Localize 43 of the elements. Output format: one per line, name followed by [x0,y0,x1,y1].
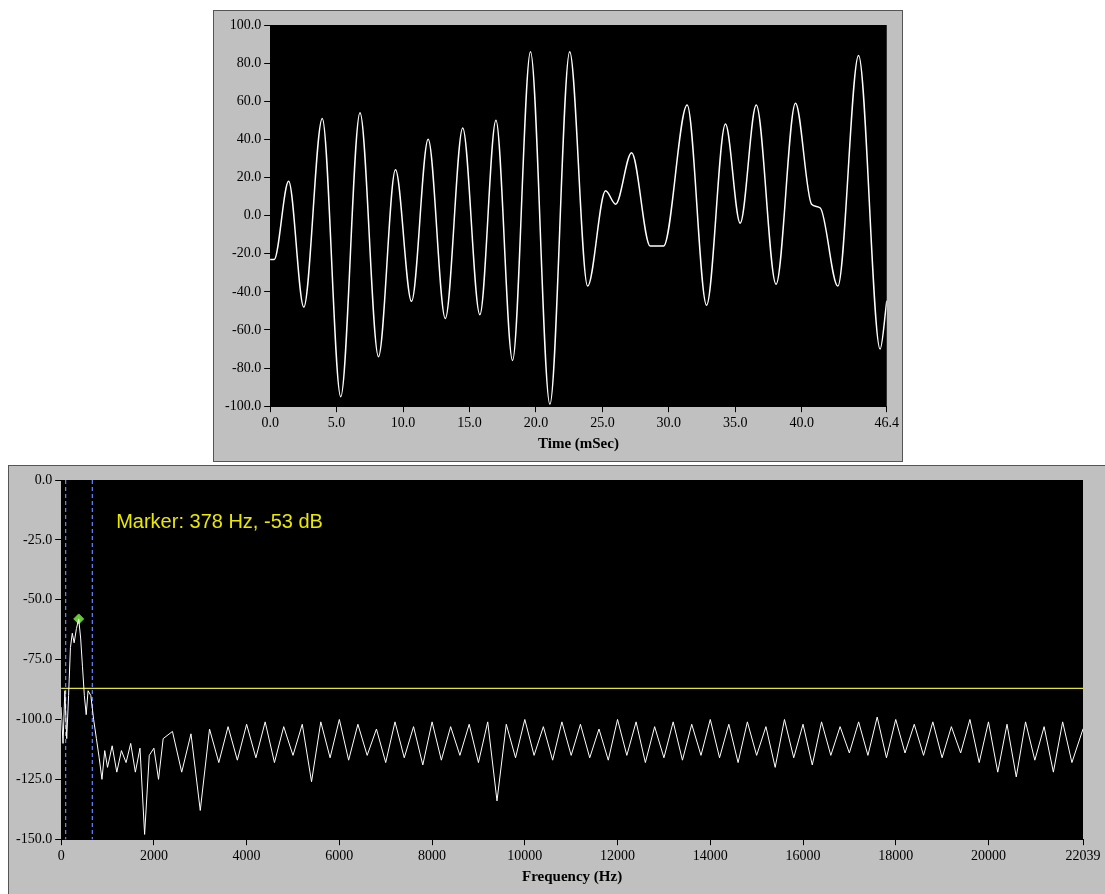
y-tick-label: -40.0 [231,283,262,299]
x-tick-label: 16000 [785,848,821,864]
x-tick-label: 0 [57,848,65,864]
y-tick-label: -25.0 [22,531,53,547]
x-tick-label: 30.0 [656,415,682,431]
x-tick-label: 14000 [692,848,728,864]
x-tick-label: 10000 [507,848,543,864]
x-axis-title: Frequency (Hz) [522,867,623,885]
x-tick-label: 4000 [232,848,261,864]
x-axis-title: Time (mSec) [537,434,619,452]
y-tick-label: 0.0 [243,207,262,223]
x-tick-label: 10.0 [390,415,416,431]
y-tick-label: 60.0 [236,92,262,108]
y-tick-label: -20.0 [231,245,262,261]
x-tick-label: 18000 [878,848,914,864]
x-tick-label: 35.0 [723,415,748,431]
y-tick-label: -50.0 [22,591,53,607]
x-tick-label: 15.0 [457,415,482,431]
y-tick-label: -75.0 [22,651,53,667]
x-tick-label: 8000 [418,848,447,864]
y-tick-label: -100.0 [15,711,53,727]
x-tick-label: 6000 [325,848,354,864]
x-tick-label: 40.0 [789,415,814,431]
x-tick-label: 12000 [600,848,636,864]
x-tick-label: 22039 [1065,848,1101,864]
y-tick-label: 20.0 [236,169,262,185]
y-tick-label: -80.0 [231,359,262,375]
y-tick-label: 100.0 [229,16,262,32]
y-tick-label: -125.0 [15,771,53,787]
x-tick-label: 5.0 [327,415,346,431]
x-tick-label: 20.0 [523,415,549,431]
y-tick-label: 40.0 [236,131,262,147]
y-tick-label: 80.0 [236,54,262,70]
y-tick-label: 0.0 [34,471,53,487]
y-tick-label: -150.0 [15,830,53,846]
x-tick-label: 2000 [139,848,168,864]
x-tick-label: 25.0 [590,415,615,431]
x-tick-label: 20000 [970,848,1006,864]
annotation: Marker: 378 Hz, -53 dB [116,509,323,532]
y-tick-label: -60.0 [231,321,262,337]
y-tick-label: -100.0 [224,397,262,413]
x-tick-label: 46.4 [874,415,899,431]
x-tick-label: 0.0 [261,415,279,431]
